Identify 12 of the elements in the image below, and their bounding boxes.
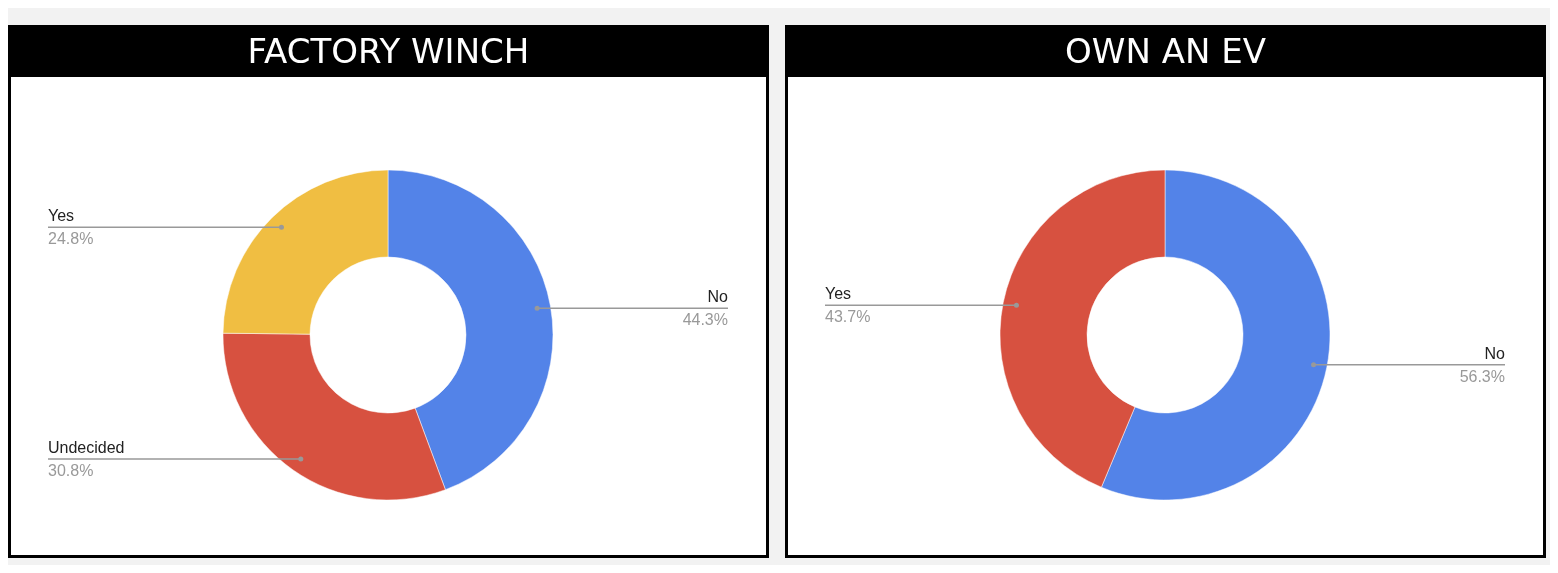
data-label: 44.3% — [682, 311, 728, 329]
slice-label: No — [1484, 344, 1506, 362]
chart-title: FACTORY WINCH — [247, 31, 530, 71]
chart-title: OWN AN EV — [1065, 31, 1266, 71]
slice-label: No — [707, 288, 729, 306]
slice-label: Undecided — [48, 438, 125, 456]
data-label: 30.8% — [48, 461, 94, 479]
slice-label: Yes — [48, 207, 75, 225]
data-label: 43.7% — [825, 308, 871, 326]
data-label: 24.8% — [48, 230, 94, 248]
slice-label: Yes — [825, 285, 852, 303]
data-label: 56.3% — [1459, 367, 1505, 385]
